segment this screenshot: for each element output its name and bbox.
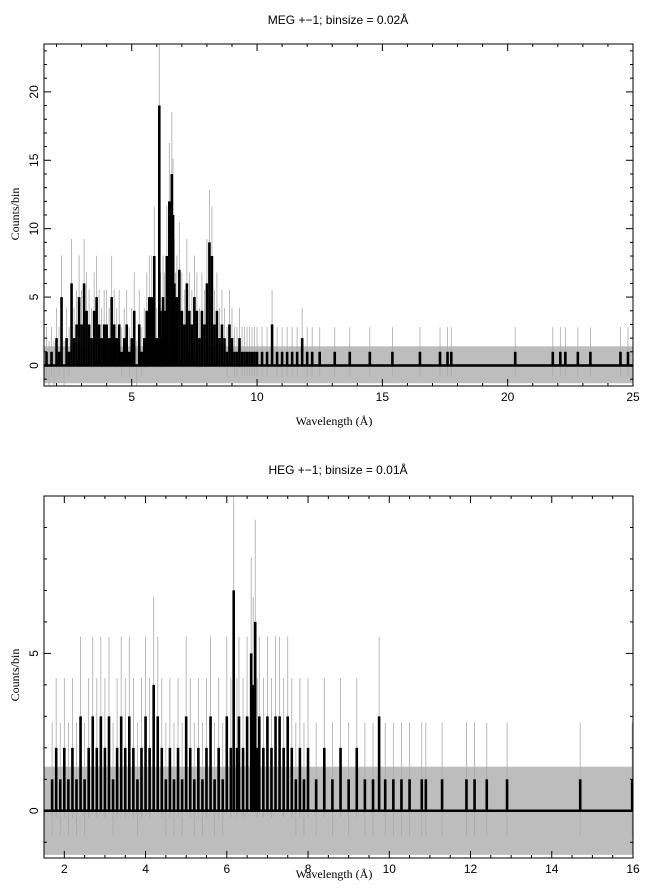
meg-y-tick-label: 15 [27, 153, 41, 167]
heg-x-tick-label: 6 [223, 862, 230, 876]
meg-title: MEG +−1; binsize = 0.02Å [268, 12, 408, 27]
heg-title: HEG +−1; binsize = 0.01Å [268, 462, 407, 477]
heg-x-tick-label: 10 [383, 862, 397, 876]
heg-x-tick-label: 4 [142, 862, 149, 876]
heg-y-tick-label: 0 [27, 807, 41, 814]
heg-x-tick-label: 2 [61, 862, 68, 876]
meg-y-tick-label: 10 [27, 222, 41, 236]
heg-plot-frame [43, 495, 634, 859]
meg-y-tick-label: 0 [27, 362, 41, 369]
heg-x-tick-label: 8 [305, 862, 312, 876]
meg-x-tick-label: 5 [128, 390, 135, 404]
heg-x-axis-label: Wavelength (Å) [296, 867, 373, 881]
heg-x-tick-label: 12 [464, 862, 478, 876]
meg-y-tick-label: 20 [27, 85, 41, 99]
heg-y-axis-label: Counts/bin [8, 649, 22, 702]
heg-x-tick-label: 14 [545, 862, 559, 876]
meg-x-tick-label: 10 [250, 390, 264, 404]
meg-plot-frame [43, 43, 634, 387]
meg-x-tick-label: 20 [501, 390, 515, 404]
heg-y-tick-label: 5 [27, 650, 41, 657]
heg-panel: HEG +−1; binsize = 0.01Å Wavelength (Å) … [8, 462, 640, 881]
meg-y-axis-label: Counts/bin [8, 188, 22, 241]
meg-x-axis-label: Wavelength (Å) [296, 414, 373, 428]
meg-y-tick-label: 5 [27, 293, 41, 300]
meg-x-tick-label: 15 [376, 390, 390, 404]
heg-x-tick-label: 16 [626, 862, 640, 876]
meg-panel: MEG +−1; binsize = 0.02Å Wavelength (Å) … [8, 12, 640, 428]
meg-x-tick-label: 25 [626, 390, 640, 404]
